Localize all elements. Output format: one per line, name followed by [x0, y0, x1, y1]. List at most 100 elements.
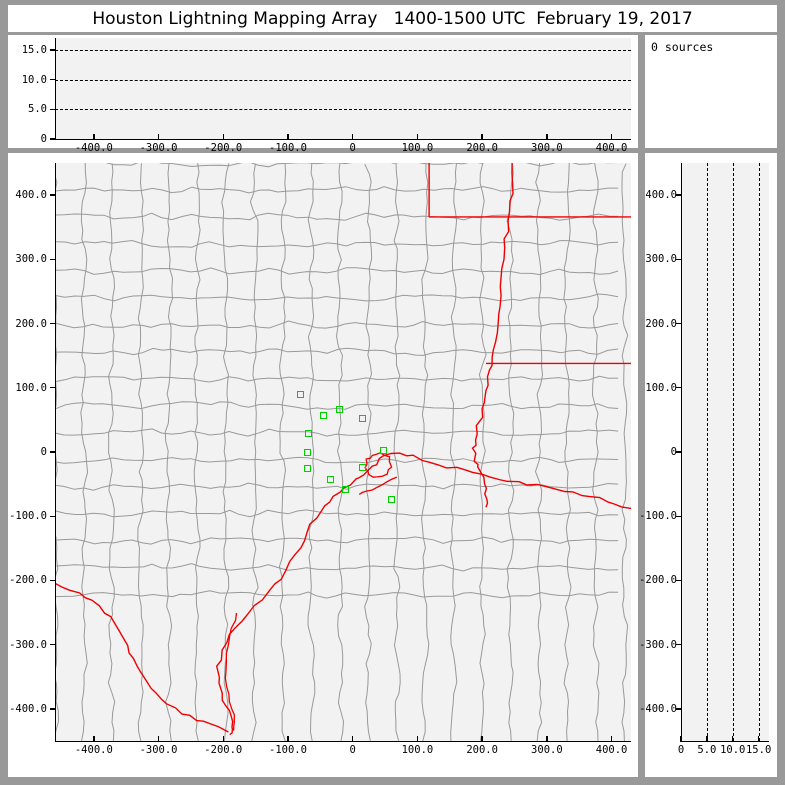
map-x-tick [610, 736, 613, 742]
map-y-tick [50, 387, 56, 389]
altitude-y-tick [50, 108, 56, 110]
hist-y-tick-label: -300.0 [639, 638, 677, 651]
hist-gridline [758, 163, 760, 741]
hist-y-tick-label: 300.0 [645, 253, 677, 266]
map-x-tick-label: 200.0 [466, 744, 498, 756]
map-y-tick-label: 400.0 [15, 189, 47, 202]
hist-x-tick-label: 0 [677, 744, 685, 756]
hist-y-tick-label: -200.0 [639, 574, 677, 587]
hist-y-tick [676, 515, 682, 517]
map-x-axis-line [55, 741, 631, 743]
county-line [56, 239, 619, 248]
altitude-x-tick-label: -200.0 [204, 142, 243, 154]
county-line [55, 509, 619, 518]
map-x-tick-label: -100.0 [269, 744, 307, 756]
map-y-tick-label: 200.0 [15, 317, 47, 330]
galveston-island [358, 476, 398, 495]
galveston-bay [364, 452, 393, 478]
county-line [137, 163, 145, 741]
map-x-tick-label: -300.0 [139, 744, 178, 756]
altitude-gridline [55, 49, 631, 51]
altitude-x-tick-label: -100.0 [269, 142, 307, 154]
county-line [55, 293, 619, 302]
county-line [307, 163, 316, 741]
map-y-tick [50, 194, 56, 196]
county-line [55, 320, 619, 329]
altitude-x-tick-label: 200.0 [466, 142, 498, 154]
altitude-x-tick [287, 134, 289, 140]
altitude-east-west-plot-area[interactable] [55, 38, 631, 139]
hist-y-tick [676, 322, 682, 325]
hist-y-tick [676, 194, 682, 196]
county-line [449, 163, 458, 741]
lma-station-marker [359, 415, 367, 423]
county-line [55, 212, 619, 221]
altitude-east-west-panel: 0 5.0 10.0 15.0 -400.0 -300.0 -200.0 -100.0 0 100… [8, 35, 638, 154]
lma-station-marker [379, 446, 387, 454]
map-x-tick [481, 736, 483, 742]
lma-station-marker [342, 486, 350, 494]
map-y-tick [50, 579, 56, 582]
altitude-x-tick [481, 134, 483, 140]
page-title: Houston Lightning Mapping Array 1400-150… [92, 8, 693, 29]
altitude-y-tick-label: 15.0 [21, 43, 47, 56]
altitude-x-tick [93, 134, 95, 140]
map-x-tick [157, 736, 160, 742]
map-y-tick [50, 322, 56, 325]
hist-y-tick-label: 0 [670, 446, 677, 458]
hist-x-tick [680, 736, 682, 742]
map-y-tick-label: -400.0 [9, 702, 47, 715]
county-line [591, 163, 600, 741]
plan-view-map-plot-area[interactable] [55, 163, 631, 741]
county-line [55, 186, 619, 194]
altitude-y-tick [50, 78, 56, 81]
map-x-tick-label: -400.0 [74, 744, 113, 756]
altitude-x-tick-label: 0 [349, 142, 356, 154]
county-line [621, 163, 629, 741]
county-line [55, 482, 619, 491]
map-x-tick [222, 736, 224, 742]
altitude-x-tick-label: 300.0 [531, 142, 563, 154]
hist-y-tick-label: 100.0 [645, 381, 677, 394]
lma-station-marker [297, 390, 305, 398]
county-line [105, 163, 619, 168]
map-x-tick [287, 736, 289, 742]
lma-station-marker [327, 475, 335, 483]
map-y-tick [50, 258, 56, 261]
altitude-x-tick [157, 134, 160, 140]
map-x-tick-label: 100.0 [401, 744, 434, 756]
map-y-tick [50, 515, 56, 517]
hist-y-tick-label: -100.0 [639, 510, 677, 523]
map-y-tick-label: -100.0 [9, 510, 47, 523]
hist-x-tick [732, 736, 734, 742]
hist-y-tick [676, 643, 682, 646]
hist-y-tick-label: 200.0 [645, 317, 677, 330]
altitude-x-axis-line [55, 139, 631, 141]
map-x-tick-label: 0 [349, 744, 356, 756]
altitude-x-tick [546, 134, 548, 140]
lma-station-marker [335, 406, 343, 414]
hist-x-tick-label: 5.0 [697, 744, 717, 756]
altitude-x-tick [352, 134, 354, 140]
map-x-tick [93, 736, 95, 742]
hist-x-tick [757, 736, 760, 742]
county-line [55, 428, 619, 437]
hist-y-tick [676, 579, 682, 582]
altitude-y-axis-line [55, 38, 57, 139]
altitude-north-south-plot-area[interactable] [681, 163, 769, 741]
county-line [335, 163, 345, 741]
lma-station-marker [359, 464, 367, 472]
map-y-tick-label: -200.0 [9, 574, 47, 587]
county-line [56, 563, 619, 572]
map-y-tick-label: 0 [40, 446, 47, 458]
altitude-gridline [55, 79, 631, 81]
map-y-tick [50, 451, 56, 453]
altitude-north-south-panel: 400.0 300.0 200.0 100.0 0 -100.0 -200.0 -300.0 -… [639, 153, 777, 777]
map-y-tick [50, 708, 56, 710]
county-line [478, 163, 487, 741]
county-line [506, 163, 515, 741]
county-line [393, 163, 401, 741]
county-line [563, 163, 572, 741]
altitude-y-tick-label: 5.0 [28, 103, 47, 116]
